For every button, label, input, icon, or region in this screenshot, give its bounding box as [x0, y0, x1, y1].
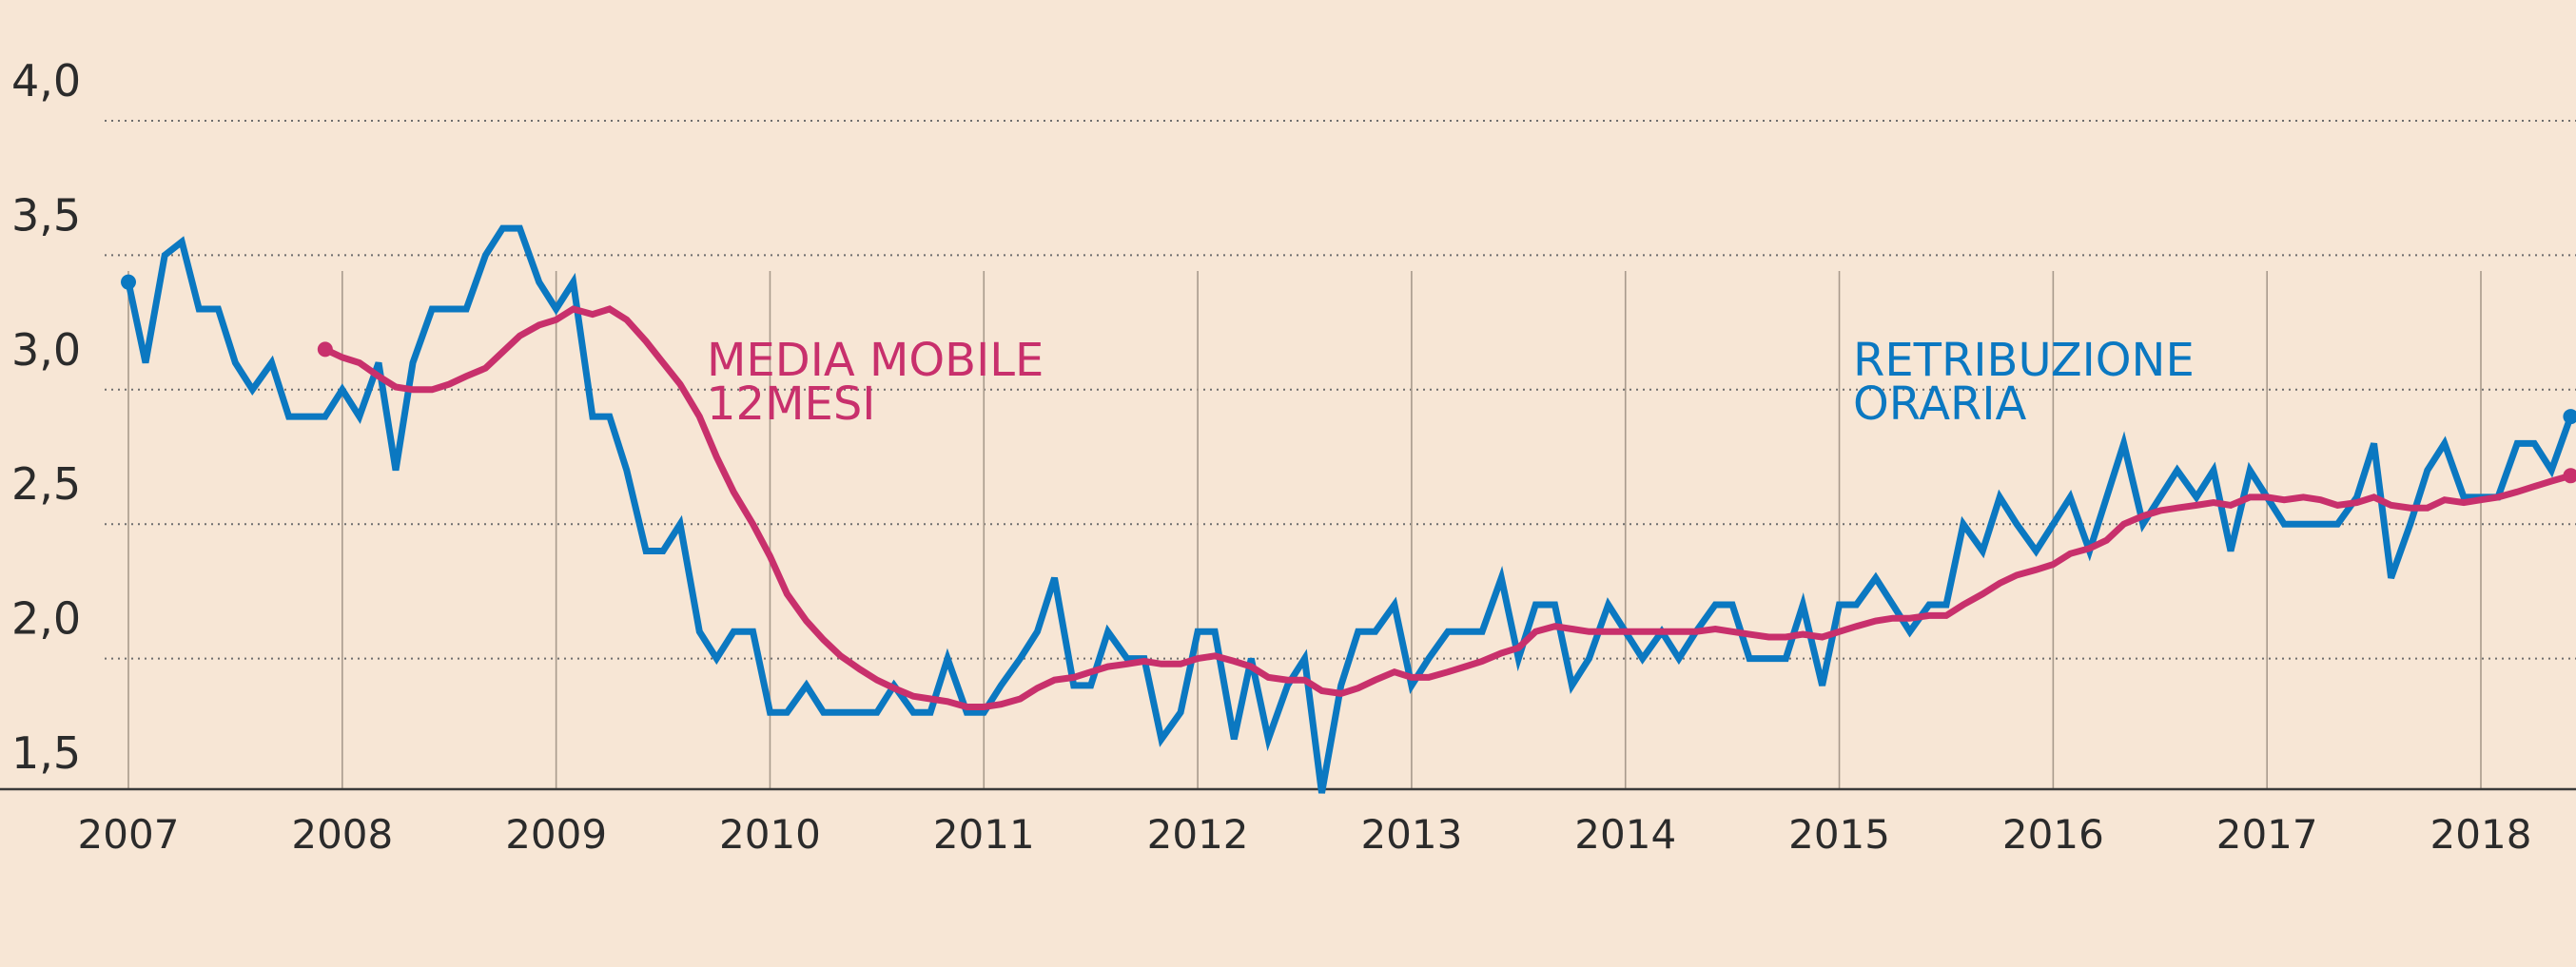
x-tick-label: 2008: [291, 811, 393, 858]
series-label-media-mobile-12mesi: MEDIA MOBILE 12MESI: [707, 334, 1044, 431]
series-lines: [121, 224, 2576, 794]
y-tick-label: 2,0: [11, 593, 81, 645]
x-tick-label: 2010: [719, 811, 821, 858]
series-label-line: RETRIBUZIONE: [1853, 334, 2195, 387]
series-line-retribuzione-oraria: [125, 224, 2574, 794]
x-tick-label: 2018: [2430, 811, 2532, 858]
x-tick-label: 2011: [933, 811, 1035, 858]
series-end-point-media-mobile-12mesi: [2563, 468, 2576, 484]
series-label-line: ORARIA: [1853, 377, 2027, 431]
series-start-point-retribuzione-oraria: [121, 274, 136, 290]
x-tick-labels: 2007 2008 2009 2010 2011 2012 2013 2014 2015 2016…: [78, 811, 2532, 858]
series-end-point-retribuzione-oraria: [2563, 409, 2576, 425]
x-tick-label: 2007: [78, 811, 180, 858]
y-tick-label: 2,5: [11, 458, 81, 510]
x-tick-label: 2009: [505, 811, 607, 858]
series-label-retribuzione-oraria: RETRIBUZIONE ORARIA: [1853, 334, 2195, 431]
x-tick-label: 2012: [1147, 811, 1249, 858]
series-label-line: 12MESI: [707, 377, 875, 431]
y-tick-label: 3,5: [11, 189, 81, 241]
series-labels: RETRIBUZIONE ORARIA MEDIA MOBILE 12MESI: [707, 334, 2195, 431]
series-start-point-media-mobile-12mesi: [317, 341, 333, 358]
y-tick-label: 1,5: [11, 727, 81, 779]
x-tick-label: 2015: [1788, 811, 1890, 858]
y-tick-labels: 4,0 3,5 3,0 2,5 2,0 1,5: [11, 55, 81, 779]
x-tick-label: 2017: [2216, 811, 2318, 858]
x-tick-label: 2016: [2002, 811, 2104, 858]
x-tick-label: 2013: [1360, 811, 1462, 858]
series-line-media-mobile-12mesi: [323, 305, 2572, 710]
y-tick-label: 3,0: [11, 324, 81, 376]
series-label-line: MEDIA MOBILE: [707, 334, 1044, 387]
x-tick-label: 2014: [1574, 811, 1676, 858]
y-tick-label: 4,0: [11, 55, 81, 106]
